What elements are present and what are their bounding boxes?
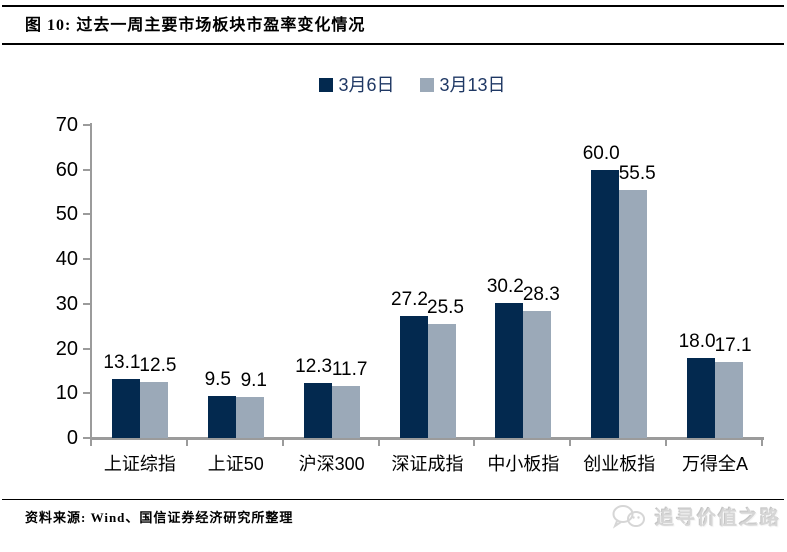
x-category-label: 上证综指: [103, 454, 176, 474]
x-category-label: 深证成指: [391, 454, 464, 474]
bar-value-label: 12.3: [295, 356, 333, 377]
y-tick-mark: [83, 213, 91, 216]
x-tick-mark: [377, 439, 380, 446]
y-tick-label: 0: [66, 427, 78, 449]
x-tick-mark: [569, 439, 572, 446]
y-tick-mark: [83, 258, 91, 261]
top-rule: [2, 5, 784, 7]
x-category-label: 创业板指: [583, 454, 656, 474]
y-tick-mark: [83, 437, 91, 439]
bar: [619, 189, 648, 438]
bar-value-label: 60.0: [582, 142, 620, 164]
bar-value-label: 27.2: [391, 289, 428, 311]
x-category-label: 万得全A: [682, 454, 749, 474]
bar-value-label: 13.1: [103, 352, 141, 374]
bar-value-label: 11.7: [331, 358, 368, 380]
bar: [591, 169, 620, 438]
legend-items: 3月6日 3月13日: [319, 74, 506, 96]
chat-bubbles-logo-icon: [612, 504, 645, 529]
y-tick-label: 60: [55, 158, 78, 181]
bar-value-label: 18.0: [678, 330, 716, 352]
bar: [303, 383, 332, 438]
x-tick-mark: [90, 439, 92, 446]
x-tick-mark: [185, 439, 188, 446]
chart-legend: 3月6日 3月13日: [0, 74, 787, 96]
bar-value-label: 17.1: [714, 334, 752, 356]
y-tick-mark: [83, 124, 91, 126]
x-category-label: 中小板指: [487, 454, 560, 474]
legend-item-mar6: 3月6日: [319, 74, 394, 96]
bar: [687, 357, 716, 438]
y-tick-mark: [83, 168, 91, 171]
legend-swatch-series1: [319, 78, 334, 92]
bar: [399, 316, 428, 438]
legend-label-series1: 3月6日: [338, 75, 395, 95]
bar-value-label: 25.5: [427, 296, 464, 318]
bar: [207, 395, 236, 438]
figure-title: 图 10: 过去一周主要市场板块市盈率变化情况: [25, 17, 366, 34]
y-tick-mark: [83, 302, 91, 305]
bar: [139, 382, 168, 438]
y-tick-label: 70: [55, 114, 78, 136]
x-tick-mark: [473, 439, 476, 446]
bar: [715, 361, 744, 438]
bar-value-label: 28.3: [522, 284, 560, 306]
y-axis-line: [90, 123, 92, 440]
footer-rule: [2, 499, 784, 500]
legend-label-series2: 3月13日: [439, 75, 506, 95]
y-tick-label: 50: [55, 203, 78, 226]
bar-value-label: 55.5: [618, 162, 656, 184]
y-tick-label: 20: [55, 337, 78, 360]
y-tick-mark: [83, 392, 91, 395]
bar: [495, 302, 524, 438]
x-tick-mark: [281, 439, 284, 446]
bar-value-label: 9.5: [204, 368, 231, 390]
bar: [427, 323, 456, 438]
watermark: 追寻价值之路: [611, 503, 781, 530]
title-underline: [2, 43, 784, 45]
x-axis-line: [90, 437, 764, 440]
bar-value-label: 30.2: [486, 275, 524, 297]
y-tick-mark: [83, 347, 91, 350]
x-tick-mark: [665, 439, 668, 446]
y-tick-label: 10: [55, 382, 78, 405]
legend-item-mar13: 3月13日: [420, 74, 506, 96]
x-category-label: 上证50: [207, 454, 264, 474]
bar-value-label: 9.1: [240, 370, 267, 392]
bar: [523, 311, 552, 438]
source-note: 资料来源: Wind、国信证券经济研究所整理: [25, 510, 294, 525]
legend-swatch-series2: [420, 78, 435, 92]
x-category-label: 沪深300: [298, 454, 365, 474]
bar-value-label: 12.5: [139, 355, 177, 377]
y-tick-label: 30: [55, 292, 78, 315]
watermark-text: 追寻价值之路: [654, 508, 781, 529]
bar: [331, 385, 360, 438]
bar: [235, 397, 264, 438]
bar: [111, 379, 140, 438]
x-tick-mark: [761, 439, 763, 446]
y-tick-label: 40: [55, 248, 78, 271]
